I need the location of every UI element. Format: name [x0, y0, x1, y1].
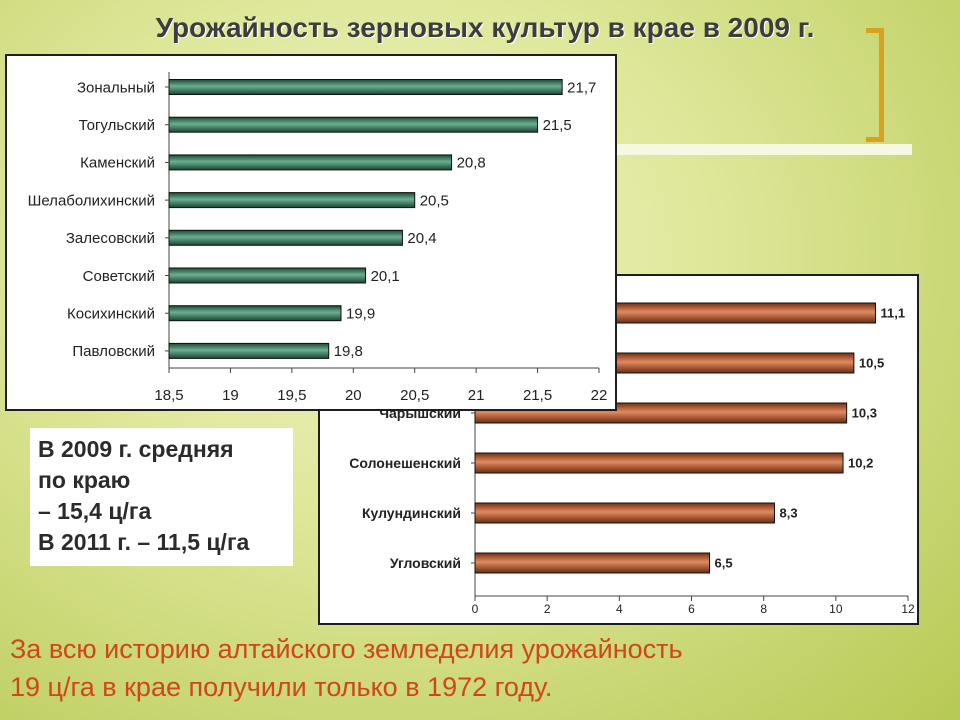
value-label: 8,3: [779, 506, 797, 521]
bar: [168, 154, 453, 171]
note-line: В 2009 г. средняя: [38, 436, 234, 462]
x-tick-label: 6: [688, 602, 695, 616]
x-tick-label: 22: [591, 387, 608, 404]
value-label: 10,5: [859, 356, 884, 371]
x-tick-label: 12: [901, 602, 915, 616]
bar: [474, 452, 844, 474]
value-label: 11,1: [881, 306, 906, 321]
value-label: 20,4: [407, 230, 436, 247]
category-label: Советский: [83, 268, 155, 285]
x-tick-label: 21,5: [523, 387, 552, 404]
note-line: В 2011 г. – 11,5 ц/га: [38, 529, 250, 555]
history-note: За всю историю алтайского земледелия уро…: [10, 630, 950, 706]
category-label: Солонешенский: [349, 455, 461, 471]
bar: [168, 192, 416, 209]
value-label: 21,5: [543, 117, 572, 134]
category-label: Каменский: [80, 155, 155, 172]
category-label: Шелаболихинский: [28, 192, 155, 209]
value-label: 19,8: [334, 343, 363, 360]
category-label: Зональный: [77, 79, 155, 96]
value-label: 6,5: [715, 556, 733, 571]
page-title: Урожайность зерновых культур в крае в 20…: [155, 12, 815, 43]
category-label: Кулундинский: [362, 505, 461, 521]
bar: [168, 116, 539, 133]
bar: [168, 305, 342, 322]
value-label: 20,1: [371, 268, 400, 285]
bar: [474, 552, 711, 574]
x-tick-label: 20: [345, 387, 362, 404]
green-bar-chart: 18,5 19 19,5 20 20,5 21 21,5 22 Зональный 21,7 Тог…: [28, 72, 608, 404]
x-tick-label: 19: [222, 387, 239, 404]
bar: [474, 502, 775, 524]
history-line: 19 ц/га в крае получили только в 1972 го…: [10, 672, 553, 702]
bar: [168, 267, 367, 284]
bar: [168, 229, 403, 246]
x-tick-label: 4: [616, 602, 623, 616]
x-tick-label: 18,5: [154, 387, 183, 404]
value-label: 20,8: [457, 155, 486, 172]
category-label: Угловский: [390, 555, 461, 571]
x-tick-label: 8: [760, 602, 767, 616]
category-label: Залесовский: [66, 230, 155, 247]
green-chart-panel: 18,5 19 19,5 20 20,5 21 21,5 22 Зональный 21,7 Тог…: [5, 54, 617, 411]
category-label: Тогульский: [79, 117, 155, 134]
value-label: 20,5: [420, 192, 449, 209]
history-line: За всю историю алтайского земледелия уро…: [10, 634, 683, 664]
decorative-bracket: [866, 28, 884, 142]
note-line: по краю: [38, 467, 131, 493]
average-yield-note: В 2009 г. средняя по краю – 15,4 ц/га В …: [30, 428, 293, 566]
x-tick-label: 2: [544, 602, 551, 616]
bar: [168, 79, 563, 95]
x-tick-label: 10: [829, 602, 843, 616]
x-tick-label: 0: [472, 602, 479, 616]
value-label: 10,2: [848, 456, 873, 471]
category-label: Павловский: [72, 343, 155, 360]
value-label: 10,3: [852, 406, 877, 421]
bar: [168, 342, 330, 359]
category-label: Косихинский: [67, 305, 155, 322]
x-tick-label: 20,5: [400, 387, 429, 404]
value-label: 21,7: [567, 79, 596, 96]
value-label: 19,9: [346, 305, 375, 322]
x-tick-label: 21: [468, 387, 485, 404]
x-tick-label: 19,5: [277, 387, 306, 404]
note-line: – 15,4 ц/га: [38, 498, 152, 524]
decorative-line: [612, 144, 912, 155]
